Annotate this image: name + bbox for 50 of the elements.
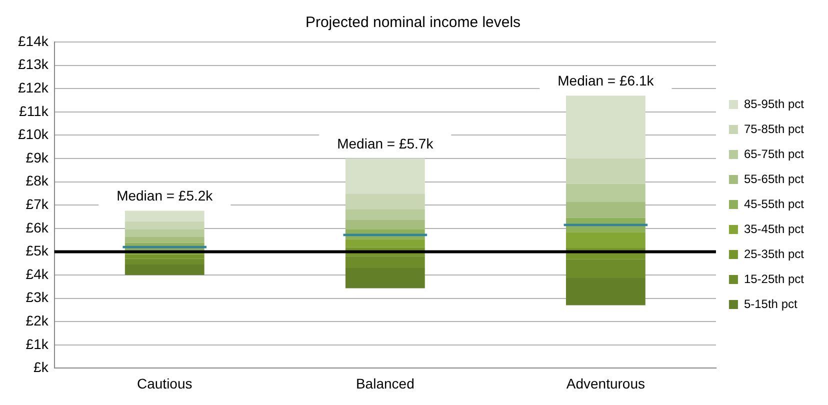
bar <box>566 202 646 218</box>
y-tick-label: £6k <box>26 219 50 236</box>
bar <box>345 158 425 194</box>
bar <box>345 194 425 210</box>
bar <box>345 239 425 248</box>
bar <box>345 210 425 220</box>
bar <box>566 158 646 184</box>
legend-label: 75-85th pct <box>744 122 805 136</box>
chart-title: Projected nominal income levels <box>305 14 521 32</box>
bar <box>564 224 648 226</box>
bar <box>566 278 646 306</box>
y-tick-label: £1k <box>26 336 50 352</box>
legend-label: 65-75th pct <box>744 146 805 161</box>
bar <box>345 220 425 230</box>
bar <box>124 264 204 275</box>
legend-label: 85-95th pct <box>744 96 805 111</box>
y-tick-label: £4k <box>26 266 50 282</box>
y-tick-label: £9k <box>26 149 50 166</box>
x-tick-label: Balanced <box>356 375 414 392</box>
legend-label: 25-35th pct <box>744 246 805 261</box>
legend-label: 5-15th pct <box>744 296 798 311</box>
legend-label: 15-25th pct <box>744 272 805 286</box>
y-tick-label: £8k <box>26 172 50 189</box>
bar <box>124 229 204 238</box>
bar <box>566 96 646 158</box>
annotation: Median = £5.7k <box>337 135 434 152</box>
y-tick-label: £14k <box>18 32 50 49</box>
bar <box>566 232 646 248</box>
y-tick-label: £12k <box>18 79 50 96</box>
y-tick-label: £3k <box>26 289 50 306</box>
x-tick-label: Adventurous <box>566 375 645 392</box>
bar <box>124 210 204 222</box>
y-tick-label: £2k <box>26 312 50 328</box>
annotation: Median = £6.1k <box>558 72 655 88</box>
annotation: Median = £5.2k <box>116 188 214 204</box>
y-tick-label: £7k <box>26 196 50 212</box>
legend-label: 45-55th pct <box>744 196 805 211</box>
y-tick-label: £13k <box>18 56 50 72</box>
bar <box>124 237 204 243</box>
x-tick-label: Cautious <box>136 375 192 392</box>
bar <box>345 268 425 288</box>
bar <box>566 184 646 202</box>
y-tick-label: £5k <box>26 242 50 259</box>
y-tick-label: £k <box>34 359 50 376</box>
y-tick-label: £11k <box>19 102 50 119</box>
bar <box>124 258 204 265</box>
y-tick-label: £10k <box>18 126 50 142</box>
legend-label: 55-65th pct <box>744 172 805 186</box>
legend-label: 35-45th pct <box>744 222 805 236</box>
bar <box>124 221 204 230</box>
